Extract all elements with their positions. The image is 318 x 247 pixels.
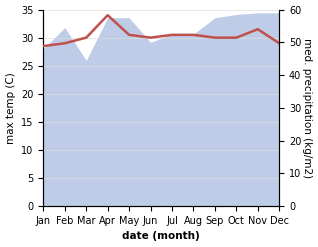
- Y-axis label: med. precipitation (kg/m2): med. precipitation (kg/m2): [302, 38, 313, 178]
- Y-axis label: max temp (C): max temp (C): [5, 72, 16, 144]
- X-axis label: date (month): date (month): [122, 231, 200, 242]
